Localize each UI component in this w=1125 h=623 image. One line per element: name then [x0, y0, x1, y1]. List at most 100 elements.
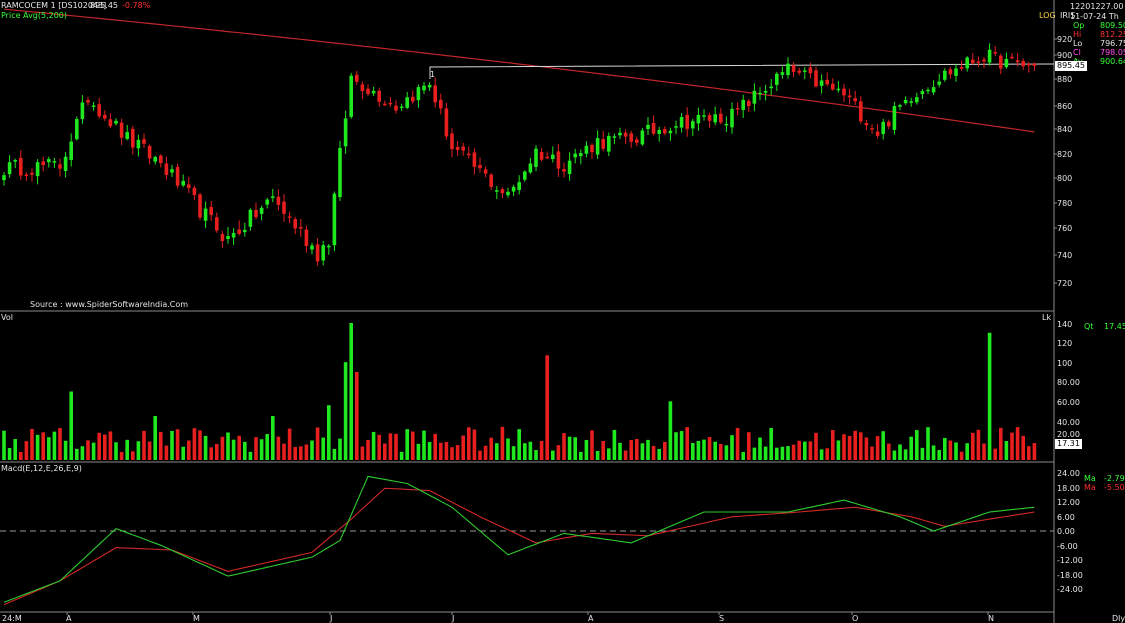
- volume-bar: [651, 445, 656, 460]
- candle-body: [86, 100, 90, 103]
- volume-bar: [719, 444, 723, 460]
- candle-body: [315, 244, 320, 262]
- info-value-lo: 796.75: [1100, 39, 1125, 48]
- candle-body: [1021, 60, 1025, 67]
- candle-body: [775, 73, 779, 85]
- volume-bar: [287, 428, 292, 460]
- volume-bar: [623, 450, 628, 460]
- candle-body: [657, 130, 661, 134]
- candle-body: [982, 59, 986, 62]
- volume-bar: [455, 445, 460, 460]
- macd-tick: -18.00: [1057, 571, 1083, 580]
- candle-body: [920, 91, 925, 95]
- volume-bar: [2, 430, 6, 460]
- volume-tick: 60.00: [1057, 398, 1080, 407]
- volume-bar: [19, 451, 23, 460]
- candle-body: [601, 139, 605, 149]
- candle-body: [299, 227, 303, 229]
- candle-body: [511, 186, 516, 192]
- candle-body: [47, 159, 51, 163]
- volume-bar: [668, 401, 673, 460]
- volume-bar: [607, 448, 611, 460]
- iris-label[interactable]: IRIS: [1060, 11, 1076, 20]
- volume-bar: [859, 432, 863, 460]
- log-toggle[interactable]: LOG: [1039, 11, 1056, 20]
- volume-bar: [987, 332, 992, 460]
- info-value-hi: 812.25: [1100, 30, 1125, 39]
- moving-average-line: [3, 8, 1035, 133]
- volume-bar: [831, 430, 835, 460]
- candle-body: [814, 70, 818, 87]
- candle-body: [1027, 63, 1031, 66]
- macd-tick: 18.00: [1057, 484, 1080, 493]
- volume-bar: [931, 445, 936, 460]
- candle-body: [663, 129, 667, 134]
- volume-bar: [870, 446, 874, 460]
- volume-bar: [702, 439, 706, 460]
- candle-body: [472, 152, 477, 167]
- volume-bar: [377, 434, 381, 460]
- candle-body: [103, 114, 107, 119]
- x-axis-month: N: [988, 614, 994, 623]
- x-axis-month: O: [852, 614, 859, 623]
- candle-body: [483, 169, 488, 174]
- candle-body: [887, 121, 891, 127]
- candle-body: [243, 229, 247, 233]
- macd-value-2: -5.50: [1104, 483, 1125, 492]
- volume-bar: [534, 450, 538, 460]
- volume-bar: [595, 450, 600, 460]
- candle-body: [780, 72, 785, 75]
- candle-body: [825, 79, 829, 85]
- info-key-cl: Cl: [1073, 48, 1081, 57]
- macd-signal-line: [3, 487, 1035, 606]
- candle-body: [439, 99, 443, 109]
- volume-bar: [943, 437, 947, 460]
- candle-body: [976, 61, 981, 63]
- candle-body: [198, 194, 202, 218]
- candle-body: [411, 96, 415, 102]
- volume-bar: [282, 443, 286, 460]
- volume-bar: [142, 430, 146, 460]
- candle-body: [539, 151, 544, 160]
- candle-body: [271, 196, 275, 198]
- candle-body: [310, 245, 314, 250]
- candle-body: [19, 157, 23, 176]
- candle-body: [433, 85, 437, 103]
- volume-bar: [635, 438, 639, 460]
- candle-body: [607, 135, 611, 152]
- volume-bar: [1027, 446, 1031, 460]
- volume-bar: [444, 441, 449, 460]
- volume-bar: [467, 427, 471, 460]
- volume-bar: [663, 442, 667, 460]
- candle-body: [954, 68, 958, 76]
- candle-body: [500, 189, 505, 194]
- candle-body: [719, 113, 723, 123]
- price-tick: 860: [1057, 102, 1073, 111]
- volume-bar: [489, 437, 493, 460]
- volume-unit: Lk: [1042, 313, 1052, 322]
- candle-body: [1004, 58, 1009, 68]
- volume-bar: [69, 391, 73, 460]
- volume-bar: [814, 432, 818, 460]
- candle-body: [937, 81, 941, 85]
- x-axis-month: J: [452, 614, 455, 623]
- volume-bar: [601, 441, 605, 460]
- volume-bar: [209, 447, 213, 460]
- price-tick: 880: [1057, 75, 1073, 84]
- candle-body: [595, 138, 600, 155]
- candle-body: [965, 57, 969, 69]
- volume-bar: [523, 443, 527, 460]
- macd-tick: 24.00: [1057, 469, 1080, 478]
- volume-bar: [52, 431, 57, 460]
- volume-bar: [450, 447, 454, 460]
- candle-body: [366, 88, 370, 94]
- candle-body: [142, 139, 146, 144]
- candle-body: [343, 118, 348, 147]
- candle-body: [696, 114, 701, 124]
- volume-bar: [747, 432, 751, 460]
- candle-body: [58, 164, 62, 169]
- volume-bar: [226, 432, 230, 460]
- candle-body: [707, 115, 712, 121]
- marker-label: 1: [430, 70, 436, 79]
- candle-body: [24, 174, 29, 177]
